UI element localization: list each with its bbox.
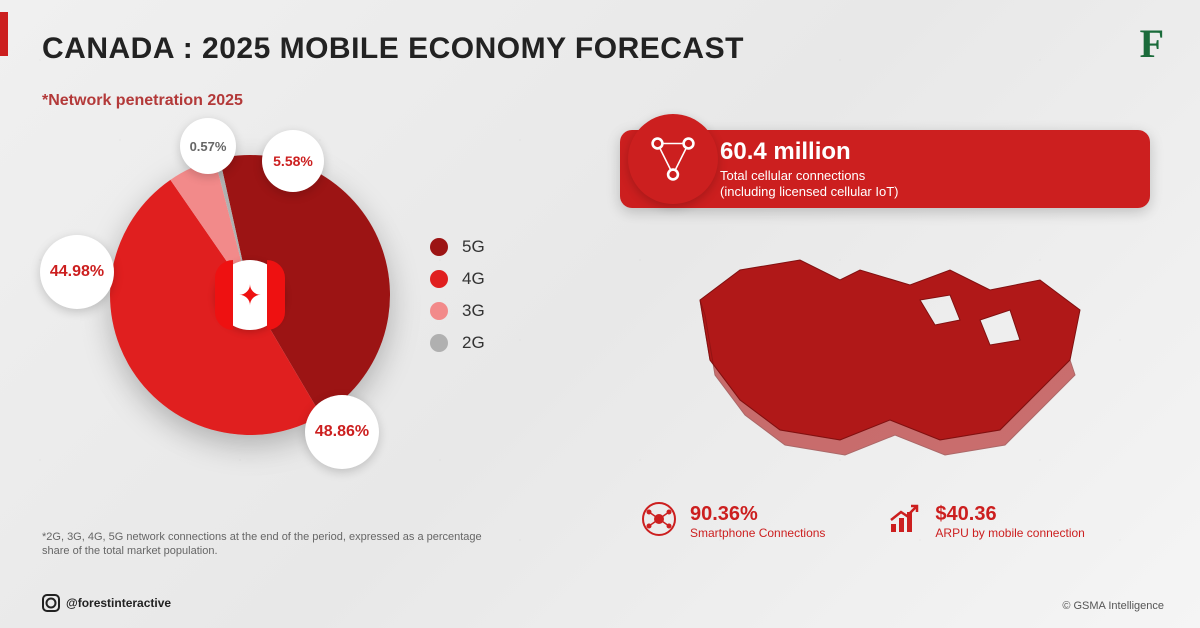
legend-label: 4G	[462, 269, 485, 289]
legend-swatch	[430, 334, 448, 352]
chart-subtitle: *Network penetration 2025	[42, 92, 243, 110]
legend-item-4G: 4G	[430, 269, 485, 289]
people-network-icon	[628, 114, 718, 204]
instagram-icon	[42, 594, 60, 612]
social-handle-text: @forestinteractive	[66, 596, 171, 610]
legend-swatch	[430, 238, 448, 256]
pie-legend: 5G 4G 3G 2G	[430, 225, 485, 365]
pie-chart: ✦	[110, 155, 390, 435]
stat-value: $40.36	[935, 503, 1084, 526]
footnote-text: *2G, 3G, 4G, 5G network connections at t…	[42, 530, 502, 559]
callout-2G: 0.57%	[180, 118, 236, 174]
legend-label: 3G	[462, 301, 485, 321]
legend-label: 2G	[462, 333, 485, 353]
callout-5G: 44.98%	[40, 235, 114, 309]
callout-3G: 5.58%	[262, 130, 324, 192]
stat-label: Smartphone Connections	[690, 526, 825, 540]
chart-up-icon	[885, 500, 923, 543]
canada-flag-icon: ✦	[215, 260, 285, 330]
network-icon	[640, 500, 678, 543]
canada-map	[660, 230, 1120, 490]
page-title: CANADA : 2025 MOBILE ECONOMY FORECAST	[42, 32, 744, 66]
stat-value: 90.36%	[690, 503, 825, 526]
legend-item-3G: 3G	[430, 301, 485, 321]
callout-4G: 48.86%	[305, 395, 379, 469]
legend-item-2G: 2G	[430, 333, 485, 353]
legend-swatch	[430, 270, 448, 288]
stat-network: 90.36% Smartphone Connections	[640, 500, 825, 543]
connections-label: Total cellular connections(including lic…	[720, 168, 898, 199]
copyright-text: © GSMA Intelligence	[1062, 600, 1164, 612]
legend-label: 5G	[462, 237, 485, 257]
stat-chart-up: $40.36 ARPU by mobile connection	[885, 500, 1084, 543]
connections-value: 60.4 million	[720, 138, 898, 166]
social-handle: @forestinteractive	[42, 594, 171, 612]
maple-leaf-icon: ✦	[238, 279, 261, 312]
legend-item-5G: 5G	[430, 237, 485, 257]
red-accent-tab	[0, 12, 8, 56]
legend-swatch	[430, 302, 448, 320]
stats-row: 90.36% Smartphone Connections $40.36 ARP…	[640, 500, 1085, 543]
forest-logo: F	[1140, 20, 1164, 67]
stat-label: ARPU by mobile connection	[935, 526, 1084, 540]
